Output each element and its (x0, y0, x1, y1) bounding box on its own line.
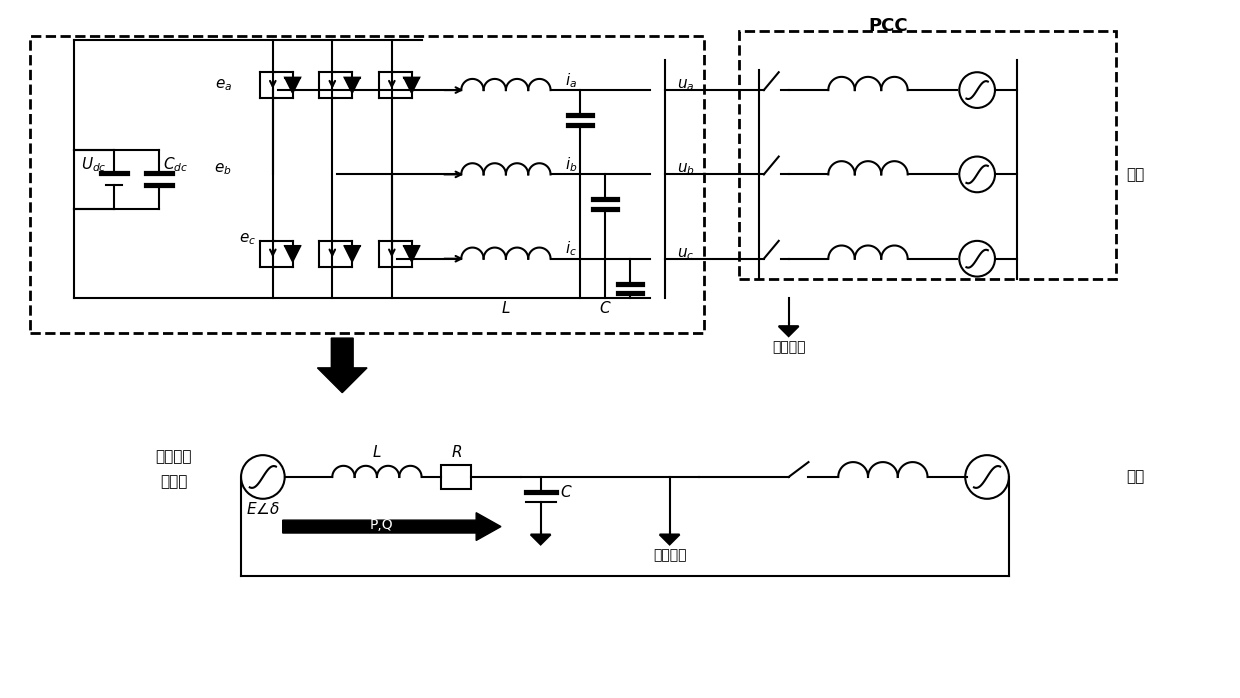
Text: $U_{dc}$: $U_{dc}$ (82, 155, 107, 174)
Text: $u_{b}$: $u_{b}$ (677, 162, 694, 177)
Polygon shape (779, 326, 799, 336)
Polygon shape (404, 77, 419, 93)
Text: $u_{c}$: $u_{c}$ (677, 246, 694, 262)
Text: $e_{a}$: $e_{a}$ (215, 77, 232, 93)
Text: $i_{c}$: $i_{c}$ (565, 239, 578, 258)
Text: 虚拟同步: 虚拟同步 (155, 450, 192, 465)
Polygon shape (531, 535, 551, 544)
Text: 本地负荷: 本地负荷 (771, 340, 806, 354)
Text: 电网: 电网 (1127, 167, 1145, 182)
Text: 发电机: 发电机 (160, 475, 187, 489)
Polygon shape (660, 535, 680, 544)
Text: $e_{c}$: $e_{c}$ (239, 231, 257, 246)
Text: $L$: $L$ (501, 300, 511, 316)
Polygon shape (404, 246, 419, 261)
Text: $u_{a}$: $u_{a}$ (677, 77, 694, 93)
Polygon shape (345, 246, 360, 261)
FancyArrow shape (283, 513, 501, 540)
Text: $e_{b}$: $e_{b}$ (215, 162, 232, 177)
Text: $E\angle\delta$: $E\angle\delta$ (246, 500, 280, 517)
Text: $C$: $C$ (560, 484, 573, 500)
Text: $C$: $C$ (599, 300, 611, 316)
FancyArrow shape (317, 338, 367, 393)
Polygon shape (285, 77, 300, 93)
Text: $i_{a}$: $i_{a}$ (565, 70, 578, 89)
Text: P,Q: P,Q (370, 518, 394, 532)
Text: $i_{b}$: $i_{b}$ (565, 155, 578, 174)
Text: $C_{dc}$: $C_{dc}$ (162, 155, 188, 174)
Polygon shape (285, 246, 300, 261)
Polygon shape (345, 77, 360, 93)
Text: PCC: PCC (868, 17, 908, 35)
Text: $R$: $R$ (450, 444, 461, 460)
Text: $L$: $L$ (372, 444, 382, 460)
Text: 电网: 电网 (1127, 470, 1145, 484)
Text: 本地负荷: 本地负荷 (652, 549, 687, 563)
